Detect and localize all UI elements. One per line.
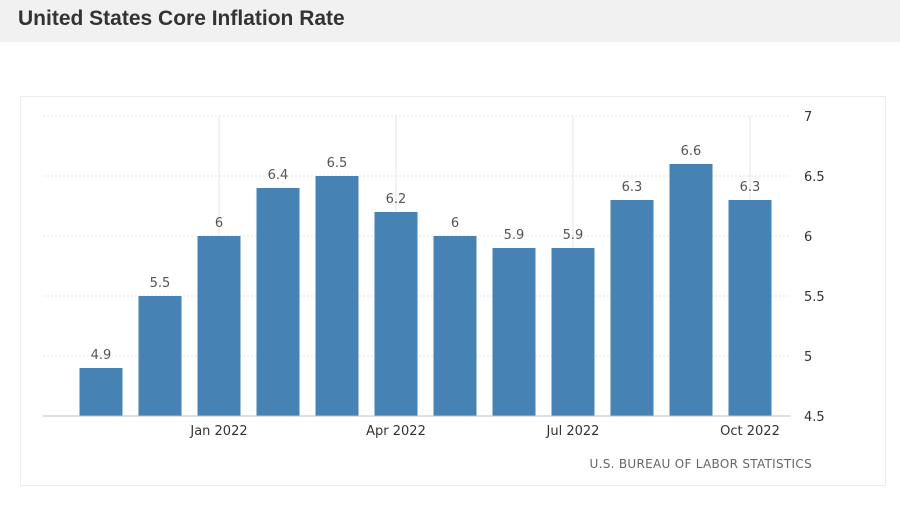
bar bbox=[374, 212, 418, 416]
bar-value-label: 6.3 bbox=[622, 180, 643, 195]
bar-value-label: 6 bbox=[451, 216, 459, 231]
bar bbox=[79, 368, 123, 416]
x-tick-label: Jan 2022 bbox=[189, 424, 247, 439]
bar-value-label: 4.9 bbox=[91, 348, 112, 363]
y-tick-label: 5.5 bbox=[804, 290, 825, 305]
bar bbox=[610, 200, 654, 416]
bar bbox=[138, 296, 182, 416]
page-title: United States Core Inflation Rate bbox=[18, 7, 345, 30]
bar-value-label: 6.2 bbox=[386, 192, 407, 207]
bar bbox=[551, 248, 595, 416]
bar-value-label: 5.9 bbox=[504, 228, 525, 243]
header-band bbox=[0, 0, 900, 42]
y-tick-label: 6.5 bbox=[804, 170, 825, 185]
bar-value-label: 6 bbox=[215, 216, 223, 231]
bar-value-label: 5.9 bbox=[563, 228, 584, 243]
bar bbox=[433, 236, 477, 416]
x-tick-label: Apr 2022 bbox=[366, 424, 426, 439]
bar-value-label: 6.4 bbox=[268, 168, 289, 183]
y-tick-label: 7 bbox=[804, 110, 812, 125]
bar bbox=[669, 164, 713, 416]
bar bbox=[197, 236, 241, 416]
bar-value-label: 5.5 bbox=[150, 276, 171, 291]
bar-value-label: 6.5 bbox=[327, 156, 348, 171]
y-tick-label: 6 bbox=[804, 230, 812, 245]
bar-value-label: 6.6 bbox=[681, 144, 702, 159]
bar-value-label: 6.3 bbox=[740, 180, 761, 195]
x-tick-label: Jul 2022 bbox=[546, 424, 600, 439]
x-tick-label: Oct 2022 bbox=[720, 424, 780, 439]
y-tick-label: 4.5 bbox=[804, 410, 825, 425]
source-attribution: U.S. BUREAU OF LABOR STATISTICS bbox=[589, 457, 812, 471]
bar bbox=[315, 176, 359, 416]
bar bbox=[256, 188, 300, 416]
bar bbox=[728, 200, 772, 416]
y-tick-label: 5 bbox=[804, 350, 812, 365]
bar bbox=[492, 248, 536, 416]
